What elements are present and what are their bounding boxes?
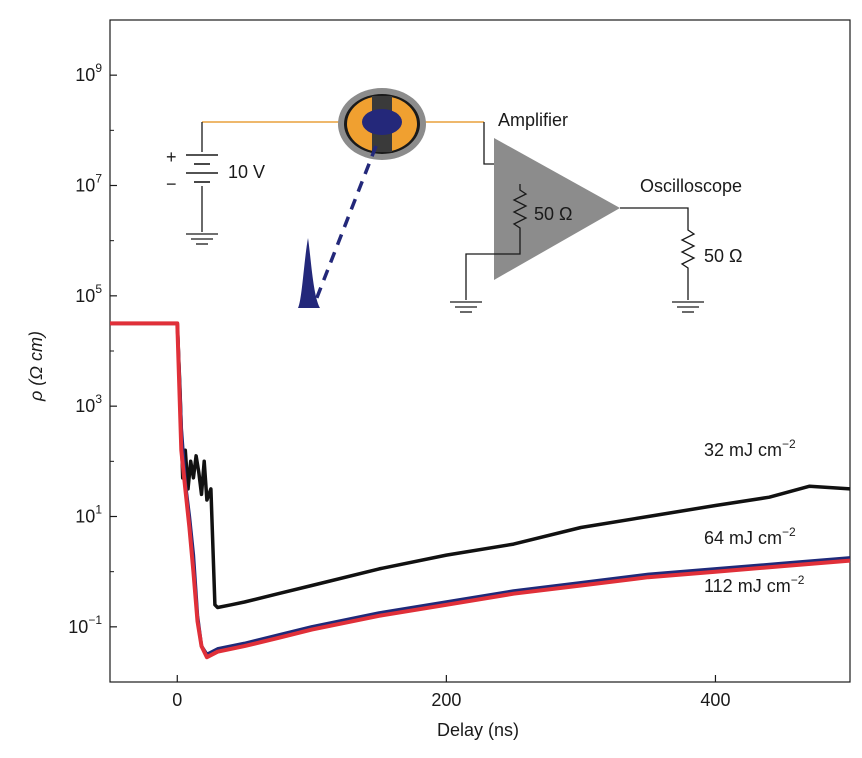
- series-label-32: 32 mJ cm−2: [704, 437, 796, 460]
- y-tick-label: 101: [75, 503, 102, 527]
- x-axis-ticks: 0 200 400: [172, 675, 730, 710]
- ground-icon-battery: [186, 233, 218, 245]
- series-layer: [110, 321, 851, 660]
- y-tick-label: 107: [75, 172, 102, 196]
- x-tick-label: 0: [172, 690, 182, 710]
- x-tick-label: 400: [700, 690, 730, 710]
- series-line-112: [110, 321, 851, 660]
- series-label-112: 112 mJ cm−2: [704, 573, 805, 596]
- voltage-label: 10 V: [228, 162, 265, 182]
- amplifier-resistor-label: 50 Ω: [534, 204, 572, 224]
- y-tick-label: 105: [75, 282, 102, 306]
- amplifier-icon: [494, 138, 620, 280]
- x-axis-label: Delay (ns): [437, 720, 519, 740]
- ground-icon-amplifier: [450, 301, 482, 313]
- amplifier-resistor-icon: [465, 184, 528, 300]
- y-tick-label: 103: [75, 392, 102, 416]
- laser-beam: [314, 145, 378, 301]
- oscilloscope-resistor-label: 50 Ω: [704, 246, 742, 266]
- x-tick-label: 200: [431, 690, 461, 710]
- series-label-64: 64 mJ cm−2: [704, 525, 796, 548]
- circuit-inset: + − 10 V 50 Ω: [166, 88, 742, 313]
- oscilloscope-wire: [620, 207, 696, 300]
- y-axis-label: ρ (Ω cm): [26, 331, 46, 402]
- laser-pulse-icon: [298, 238, 320, 308]
- y-tick-label: 109: [75, 61, 102, 85]
- battery-plus: +: [166, 147, 177, 167]
- sample-icon: [338, 88, 426, 160]
- ground-icon-oscilloscope: [672, 301, 704, 313]
- battery-minus: −: [166, 174, 177, 194]
- series-line-64: [110, 321, 851, 657]
- y-axis-ticks: 10−1 101 103 105 107 109: [68, 61, 117, 637]
- oscilloscope-label: Oscilloscope: [640, 176, 742, 196]
- series-line-32: [110, 321, 851, 610]
- amplifier-label: Amplifier: [498, 110, 568, 130]
- y-tick-label: 10−1: [68, 613, 102, 637]
- battery-icon: [186, 154, 218, 183]
